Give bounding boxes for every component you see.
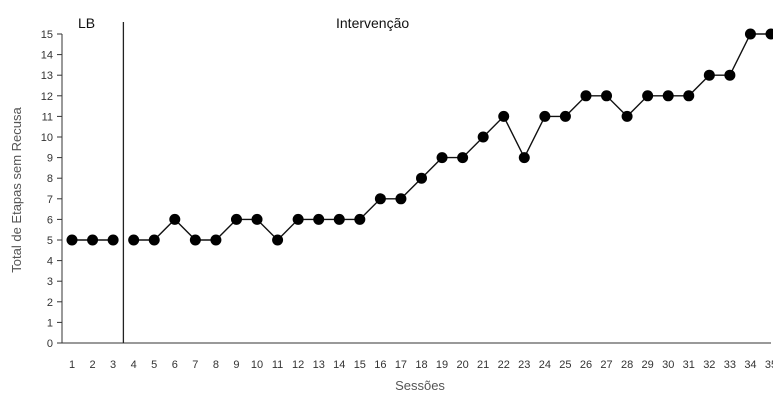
y-tick-label: 13 (41, 70, 53, 82)
x-tick-label: 7 (192, 359, 198, 371)
data-point (724, 70, 735, 81)
x-tick-label: 22 (498, 359, 510, 371)
data-point (128, 235, 139, 246)
x-tick-label: 28 (621, 359, 633, 371)
y-tick-label: 9 (47, 153, 53, 165)
phase-label-baseline: LB (78, 15, 95, 31)
x-tick-label: 2 (89, 359, 95, 371)
data-point (169, 214, 180, 225)
data-point (498, 111, 509, 122)
x-tick-label: 23 (518, 359, 530, 371)
x-tick-label: 5 (151, 359, 157, 371)
x-tick-label: 35 (765, 359, 773, 371)
y-tick-label: 11 (42, 111, 53, 123)
series-line (134, 34, 771, 240)
x-tick-label: 13 (313, 359, 325, 371)
x-tick-label: 32 (703, 359, 715, 371)
data-point (560, 111, 571, 122)
data-point (210, 235, 221, 246)
x-tick-label: 4 (131, 359, 137, 371)
data-point (67, 235, 78, 246)
y-tick-label: 3 (47, 276, 53, 288)
x-tick-label: 10 (251, 359, 263, 371)
data-point (252, 214, 263, 225)
y-tick-label: 6 (47, 214, 53, 226)
data-point (766, 29, 773, 40)
phase-label-intervention: Intervenção (336, 15, 409, 31)
x-tick-label: 16 (374, 359, 386, 371)
x-tick-label: 21 (477, 359, 489, 371)
x-tick-label: 27 (600, 359, 612, 371)
x-tick-label: 14 (333, 359, 345, 371)
x-tick-label: 8 (213, 359, 219, 371)
data-point (149, 235, 160, 246)
data-point (190, 235, 201, 246)
x-tick-label: 24 (539, 359, 551, 371)
data-point (395, 193, 406, 204)
x-tick-label: 17 (395, 359, 407, 371)
x-tick-label: 25 (559, 359, 571, 371)
y-tick-label: 1 (47, 317, 53, 329)
data-point (539, 111, 550, 122)
y-tick-label: 14 (41, 50, 53, 62)
data-point (457, 152, 468, 163)
y-tick-label: 15 (41, 29, 53, 41)
series-group (67, 29, 773, 246)
x-tick-label: 11 (272, 359, 283, 371)
y-tick-label: 0 (47, 338, 53, 350)
x-tick-label: 34 (744, 359, 756, 371)
x-axis-title: Sessões (395, 378, 445, 393)
data-point (416, 173, 427, 184)
data-point (663, 90, 674, 101)
x-tick-label: 30 (662, 359, 674, 371)
data-point (478, 132, 489, 143)
data-point (745, 29, 756, 40)
y-axis-title: Total de Etapas sem Recusa (9, 106, 24, 272)
data-point (272, 235, 283, 246)
data-point (87, 235, 98, 246)
data-point (313, 214, 324, 225)
data-point (519, 152, 530, 163)
x-tick-label: 19 (436, 359, 448, 371)
data-point (293, 214, 304, 225)
x-tick-label: 33 (724, 359, 736, 371)
data-point (683, 90, 694, 101)
y-tick-label: 10 (41, 132, 53, 144)
x-tick-label: 26 (580, 359, 592, 371)
data-point (704, 70, 715, 81)
x-tick-label: 15 (354, 359, 366, 371)
x-tick-label: 12 (292, 359, 304, 371)
data-point (580, 90, 591, 101)
x-tick-label: 3 (110, 359, 116, 371)
y-tick-label: 8 (47, 173, 53, 185)
x-tick-label: 6 (172, 359, 178, 371)
data-point (601, 90, 612, 101)
data-point (375, 193, 386, 204)
data-point (334, 214, 345, 225)
data-point (642, 90, 653, 101)
data-point (108, 235, 119, 246)
x-tick-label: 31 (683, 359, 695, 371)
y-tick-label: 12 (41, 91, 53, 103)
x-tick-label: 1 (69, 359, 75, 371)
y-tick-label: 2 (47, 297, 53, 309)
y-tick-label: 4 (47, 256, 53, 268)
x-tick-label: 29 (642, 359, 654, 371)
x-tick-label: 18 (415, 359, 427, 371)
y-tick-label: 7 (47, 194, 53, 206)
data-point (437, 152, 448, 163)
data-point (622, 111, 633, 122)
x-tick-label: 20 (456, 359, 468, 371)
x-tick-label: 9 (233, 359, 239, 371)
y-tick-label: 5 (47, 235, 53, 247)
data-point (231, 214, 242, 225)
data-point (354, 214, 365, 225)
